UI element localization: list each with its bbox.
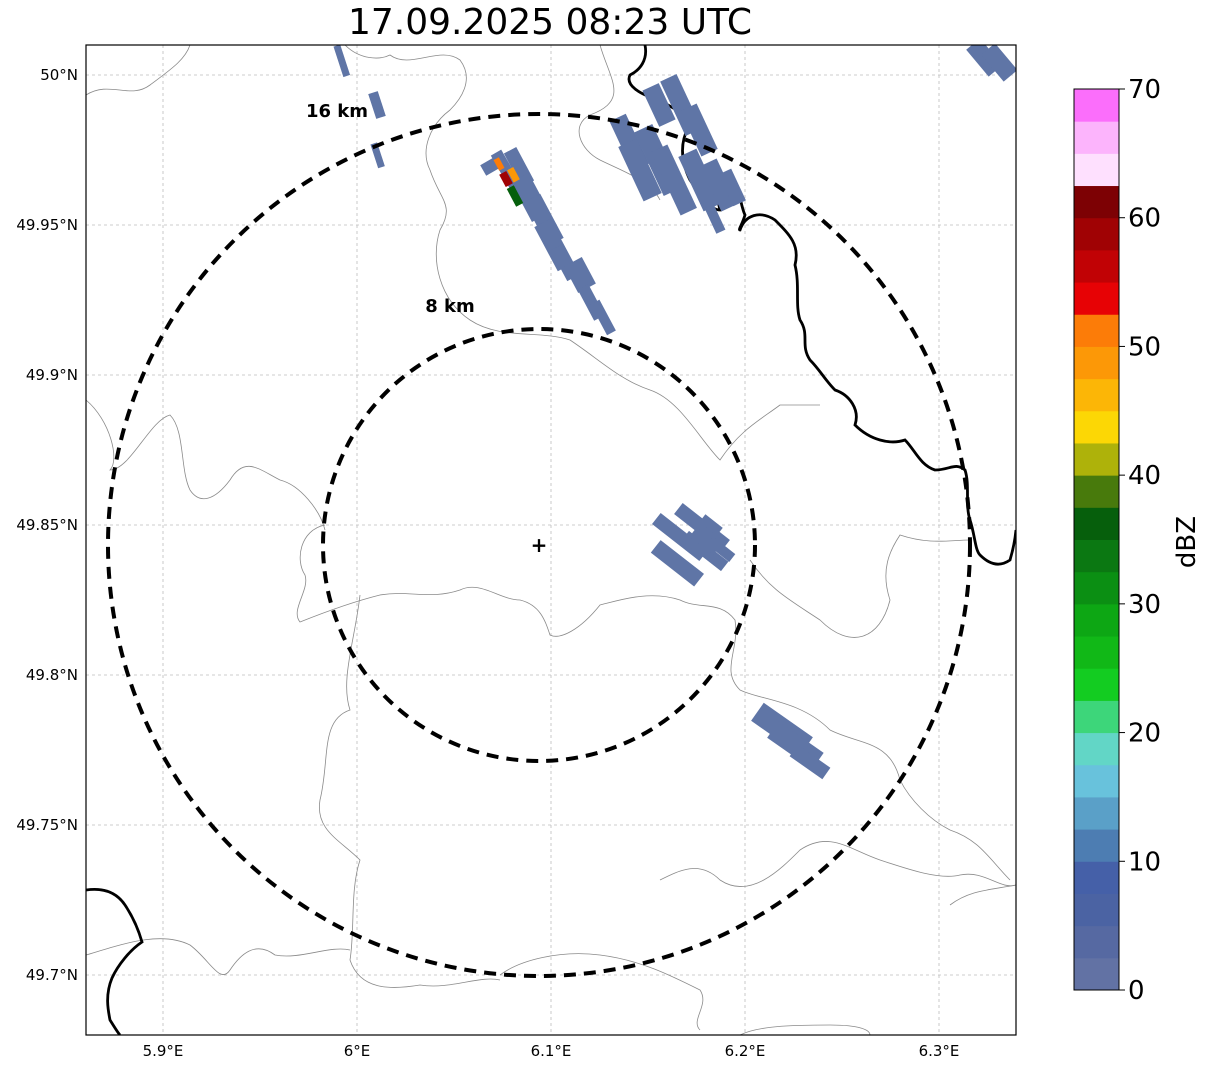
lat-tick-label: 49.75°N xyxy=(16,816,78,834)
colorbar-tick-label: 30 xyxy=(1128,590,1161,620)
colorbar-segment xyxy=(1074,121,1119,154)
colorbar-segment xyxy=(1074,507,1119,540)
colorbar-segment xyxy=(1074,539,1119,573)
colorbar-segment xyxy=(1074,893,1119,927)
colorbar-frame xyxy=(1073,88,1120,991)
ring-label-16km: 16 km xyxy=(306,101,368,122)
colorbar-tick-label: 10 xyxy=(1128,847,1161,877)
ring-label-8km: 8 km xyxy=(425,296,475,317)
radar-site-marker: + xyxy=(531,533,548,557)
colorbar-tick-label: 70 xyxy=(1128,75,1161,105)
colorbar-segment xyxy=(1074,217,1119,251)
lat-tick-label: 49.8°N xyxy=(26,666,78,684)
map-title: 17.09.2025 08:23 UTC xyxy=(347,2,753,43)
lat-axis: 50°N 49.95°N 49.9°N 49.85°N 49.8°N 49.75… xyxy=(16,66,78,984)
reflectivity-echoes xyxy=(333,45,1016,780)
colorbar-segment xyxy=(1074,700,1119,734)
lat-tick-label: 49.85°N xyxy=(16,516,78,534)
colorbar-segment xyxy=(1074,829,1119,862)
lon-tick-label: 6°E xyxy=(344,1042,371,1060)
colorbar-segment xyxy=(1074,314,1119,347)
colorbar-segment xyxy=(1074,861,1119,894)
colorbar-segment xyxy=(1074,475,1119,508)
colorbar-segment xyxy=(1074,378,1119,412)
colorbar-segment xyxy=(1074,603,1119,637)
colorbar-segment xyxy=(1074,668,1119,701)
lon-tick-label: 6.3°E xyxy=(919,1042,960,1060)
echo-cell xyxy=(609,74,746,234)
echo-cell xyxy=(650,503,736,587)
colorbar-segment xyxy=(1074,442,1119,476)
colorbar-segment xyxy=(1074,636,1119,669)
range-rings xyxy=(106,112,972,978)
colorbar-tick-label: 50 xyxy=(1128,332,1161,362)
colorbar: 0 10 20 30 40 50 60 70 dBZ xyxy=(1073,75,1202,1006)
lon-tick-label: 5.9°E xyxy=(143,1042,184,1060)
lat-tick-label: 49.9°N xyxy=(26,366,78,384)
lat-tick-label: 50°N xyxy=(40,66,78,84)
colorbar-segment xyxy=(1074,925,1119,959)
echo-cell xyxy=(751,702,831,780)
colorbar-tick-label: 20 xyxy=(1128,719,1161,749)
country-borders xyxy=(86,45,1016,1035)
lat-tick-label: 49.95°N xyxy=(16,216,78,234)
colorbar-segments xyxy=(1074,89,1119,991)
colorbar-segment xyxy=(1074,185,1119,219)
lon-tick-label: 6.2°E xyxy=(725,1042,766,1060)
colorbar-segment xyxy=(1074,89,1119,122)
colorbar-label: dBZ xyxy=(1172,516,1202,568)
colorbar-segment xyxy=(1074,732,1119,766)
lon-axis: 5.9°E 6°E 6.1°E 6.2°E 6.3°E xyxy=(143,1042,960,1060)
lat-tick-label: 49.7°N xyxy=(26,966,78,984)
colorbar-segment xyxy=(1074,153,1119,187)
colorbar-tick-label: 40 xyxy=(1128,461,1161,491)
colorbar-segment xyxy=(1074,764,1119,798)
echo-cell xyxy=(966,45,1016,82)
colorbar-segment xyxy=(1074,249,1119,283)
colorbar-segment xyxy=(1074,282,1119,315)
range-ring-8km xyxy=(321,327,757,763)
colorbar-segment xyxy=(1074,571,1119,605)
colorbar-segment xyxy=(1074,410,1119,444)
admin-boundaries xyxy=(86,45,1016,1035)
lon-tick-label: 6.1°E xyxy=(531,1042,572,1060)
range-ring-16km xyxy=(106,112,972,978)
colorbar-segment xyxy=(1074,346,1119,380)
colorbar-ticks: 0 10 20 30 40 50 60 70 xyxy=(1119,75,1161,1006)
colorbar-segment xyxy=(1074,796,1119,830)
echo-core xyxy=(493,157,524,207)
map-frame xyxy=(85,44,1017,1036)
colorbar-tick-label: 0 xyxy=(1128,976,1145,1006)
colorbar-segment xyxy=(1074,957,1119,991)
colorbar-tick-label: 60 xyxy=(1128,204,1161,234)
